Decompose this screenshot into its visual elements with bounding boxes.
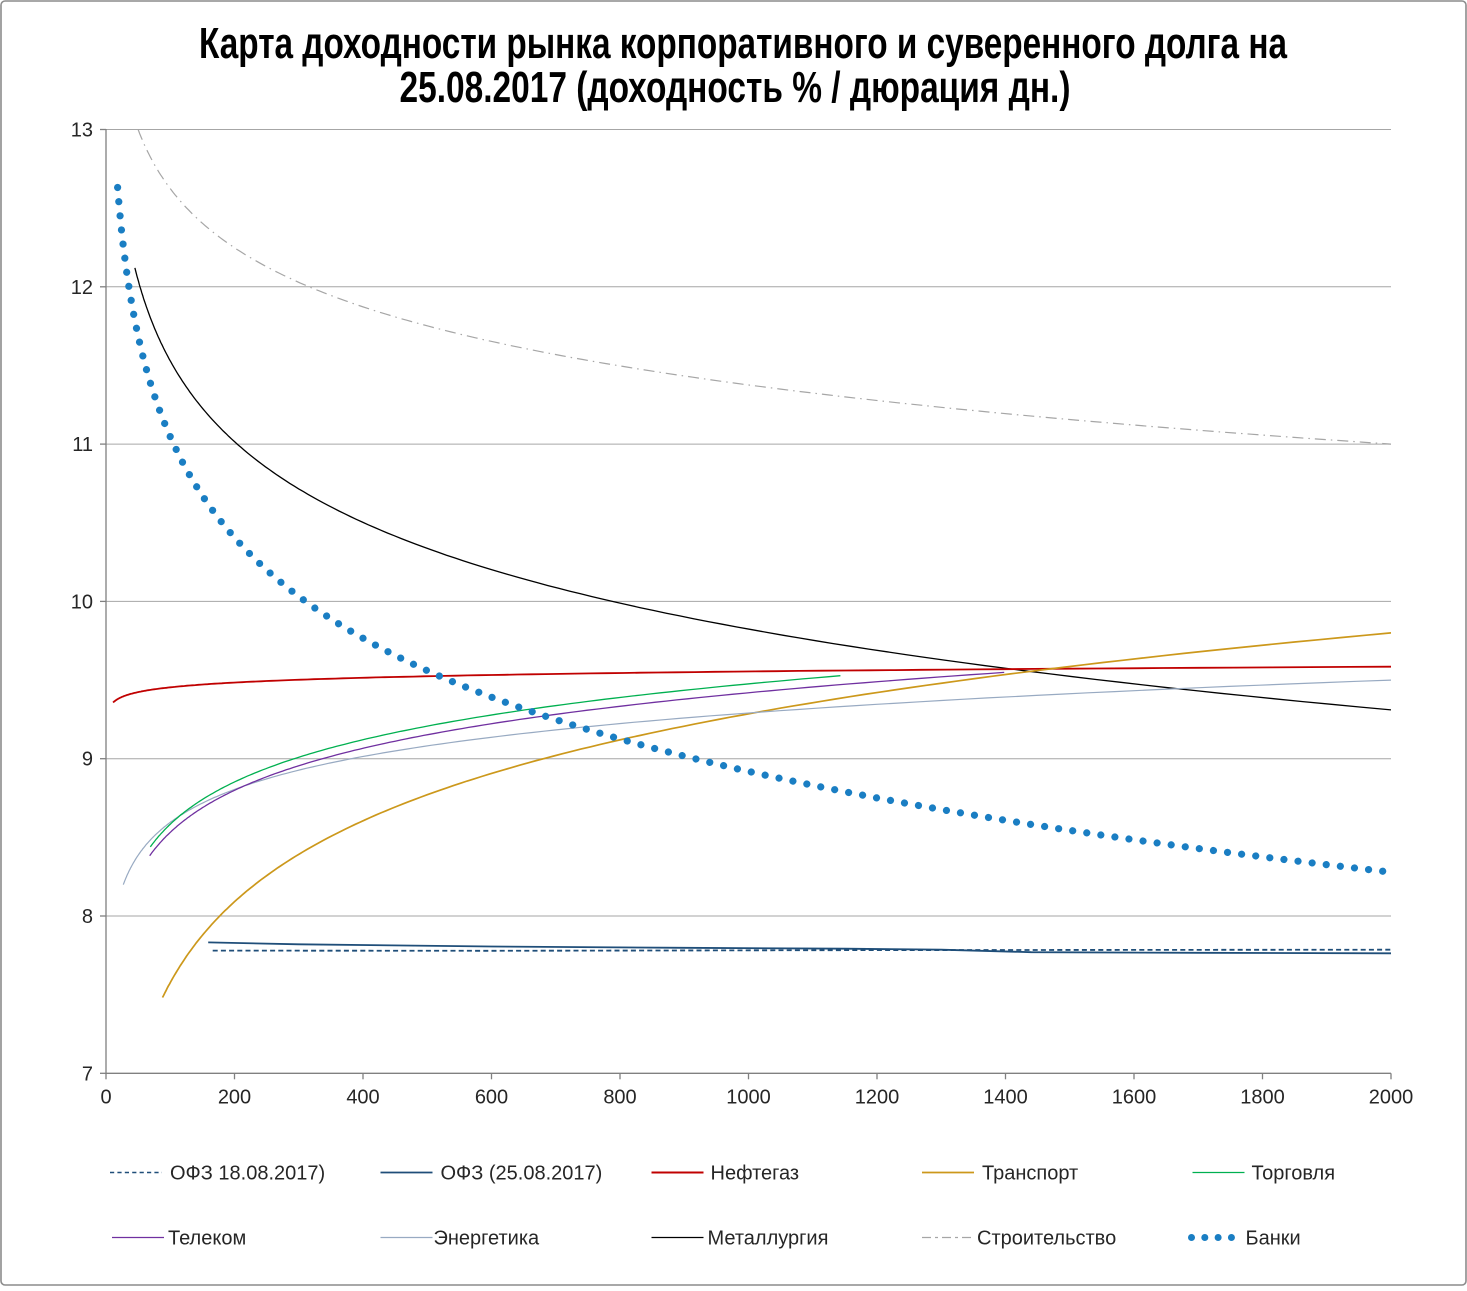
svg-text:1400: 1400 xyxy=(983,1087,1028,1109)
svg-text:0: 0 xyxy=(100,1087,111,1109)
svg-text:9: 9 xyxy=(82,749,93,771)
svg-text:13: 13 xyxy=(71,120,93,142)
svg-text:25.08.2017 (доходность % / дюр: 25.08.2017 (доходность % / дюрация дн.) xyxy=(400,64,1071,112)
svg-text:1200: 1200 xyxy=(855,1087,900,1109)
svg-text:Металлургия: Металлургия xyxy=(708,1228,829,1250)
svg-text:7: 7 xyxy=(82,1063,93,1085)
svg-text:ОФЗ 18.08.2017): ОФЗ 18.08.2017) xyxy=(170,1163,325,1185)
svg-text:200: 200 xyxy=(218,1087,251,1109)
svg-text:Банки: Банки xyxy=(1246,1228,1301,1250)
svg-text:400: 400 xyxy=(346,1087,379,1109)
svg-text:1600: 1600 xyxy=(1112,1087,1157,1109)
svg-text:Телеком: Телеком xyxy=(168,1228,246,1250)
svg-text:Строительство: Строительство xyxy=(977,1228,1116,1250)
svg-text:8: 8 xyxy=(82,906,93,928)
svg-text:600: 600 xyxy=(475,1087,508,1109)
svg-text:ОФЗ (25.08.2017): ОФЗ (25.08.2017) xyxy=(441,1163,603,1185)
svg-text:11: 11 xyxy=(72,434,93,456)
svg-text:Нефтегаз: Нефтегаз xyxy=(711,1163,800,1185)
svg-text:Торговля: Торговля xyxy=(1252,1163,1336,1185)
svg-text:Карта доходности рынка корпора: Карта доходности рынка корпоративного и … xyxy=(199,20,1288,68)
svg-text:10: 10 xyxy=(71,591,93,613)
svg-text:Транспорт: Транспорт xyxy=(982,1163,1078,1185)
svg-text:1800: 1800 xyxy=(1240,1087,1285,1109)
svg-text:1000: 1000 xyxy=(726,1087,771,1109)
svg-text:12: 12 xyxy=(71,277,93,299)
svg-text:Энергетика: Энергетика xyxy=(434,1228,541,1250)
svg-text:2000: 2000 xyxy=(1369,1087,1414,1109)
svg-text:800: 800 xyxy=(603,1087,636,1109)
